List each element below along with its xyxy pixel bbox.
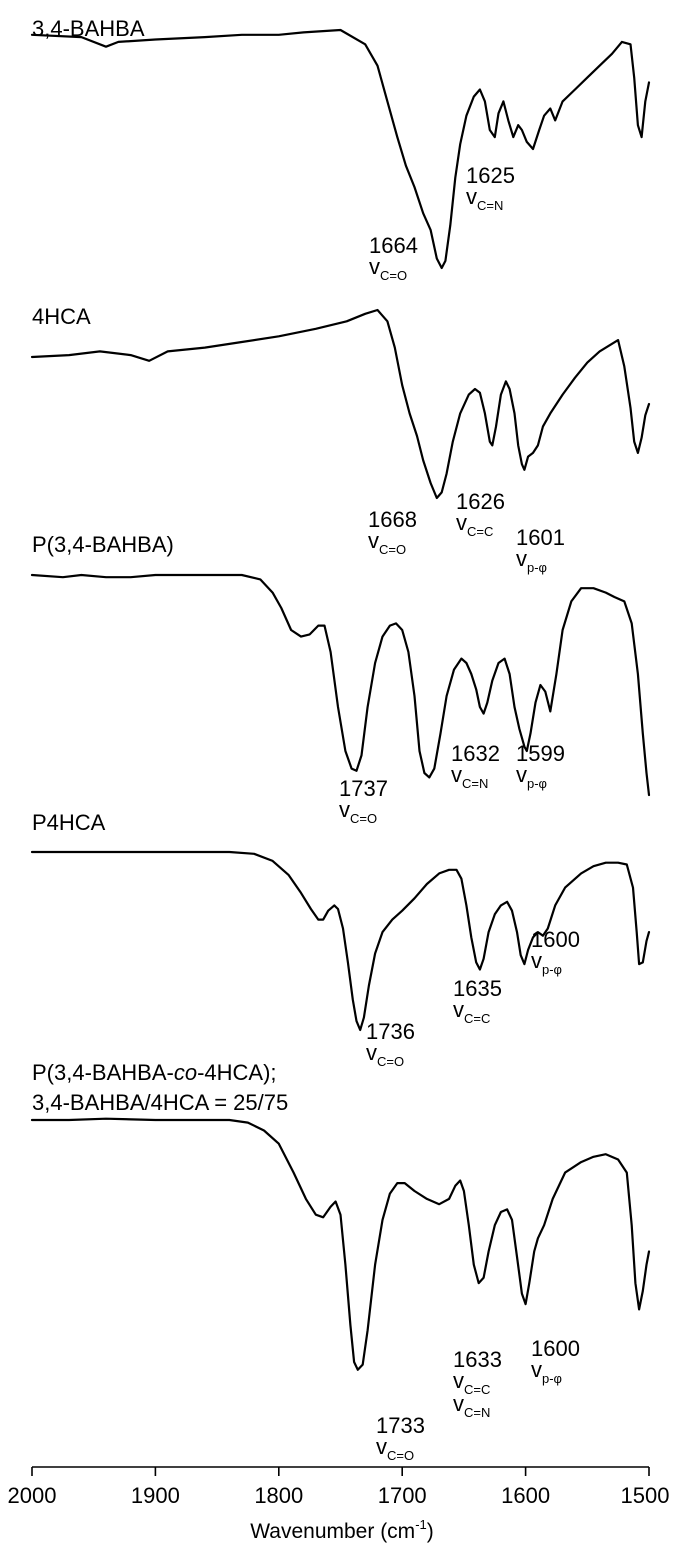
peak-mode-label: vC=N bbox=[451, 762, 488, 791]
peak-annotations: 1664 vC=O 1625 vC=N 1668 vC=O 1626 vC=C … bbox=[339, 163, 580, 1463]
spectrum-line-3-4-bahba bbox=[30, 28, 651, 270]
series-label-copolymer: P(3,4-BAHBA-co-4HCA); bbox=[32, 1060, 277, 1085]
series-label-copolymer-ratio: 3,4-BAHBA/4HCA = 25/75 bbox=[32, 1090, 288, 1115]
peak-mode-label: vC=O bbox=[366, 1040, 404, 1069]
peak-mode-label: vp-φ bbox=[531, 1357, 562, 1386]
series-labels: 3,4-BAHBA 4HCA P(3,4-BAHBA) P4HCA P(3,4-… bbox=[32, 16, 288, 1115]
x-tick-label: 1600 bbox=[501, 1483, 550, 1508]
peak-label: 1664 bbox=[369, 233, 418, 258]
peak-label: 1601 bbox=[516, 525, 565, 550]
copolymer-label-prefix: P(3,4-BAHBA- bbox=[32, 1060, 174, 1085]
x-axis-ticks: 2000 1900 1800 1700 1600 1500 bbox=[8, 1467, 670, 1508]
peak-label: 1733 bbox=[376, 1413, 425, 1438]
copolymer-label-co: co bbox=[174, 1060, 197, 1085]
spectrum-line-p-3-4-bahba bbox=[30, 573, 651, 797]
x-tick-label: 1900 bbox=[131, 1483, 180, 1508]
peak-label: 1599 bbox=[516, 741, 565, 766]
peak-label: 1668 bbox=[368, 507, 417, 532]
spectrum-line-copolymer bbox=[30, 1117, 651, 1371]
series-label-p4hca: P4HCA bbox=[32, 810, 106, 835]
series-label-p-3-4-bahba: P(3,4-BAHBA) bbox=[32, 532, 174, 557]
peak-mode-label: vp-φ bbox=[516, 762, 547, 791]
spectrum-line-p4hca bbox=[30, 850, 651, 1032]
series-label-3-4-bahba: 3,4-BAHBA bbox=[32, 16, 145, 41]
peak-mode-label: vC=O bbox=[369, 254, 407, 283]
x-axis: 2000 1900 1800 1700 1600 1500 Wavenumber (cm-… bbox=[8, 1466, 670, 1543]
x-tick-label: 2000 bbox=[8, 1483, 57, 1508]
peak-label: 1600 bbox=[531, 1336, 580, 1361]
peak-mode-label: vp-φ bbox=[531, 948, 562, 977]
peak-mode-label: vC=O bbox=[368, 528, 406, 557]
peak-label: 1737 bbox=[339, 776, 388, 801]
peak-label: 1635 bbox=[453, 976, 502, 1001]
spectra-traces bbox=[30, 28, 651, 1371]
peak-label: 1736 bbox=[366, 1019, 415, 1044]
x-tick-label: 1800 bbox=[254, 1483, 303, 1508]
peak-mode-label: vC=C bbox=[453, 997, 490, 1026]
peak-mode-label: vC=N bbox=[466, 184, 503, 213]
peak-mode-label: vC=O bbox=[339, 797, 377, 826]
peak-label: 1600 bbox=[531, 927, 580, 952]
peak-label: 1626 bbox=[456, 489, 505, 514]
peak-mode-label: vC=C bbox=[456, 510, 493, 539]
x-tick-label: 1500 bbox=[621, 1483, 670, 1508]
x-axis-title: Wavenumber (cm-1) bbox=[250, 1517, 434, 1543]
x-tick-label: 1700 bbox=[378, 1483, 427, 1508]
peak-mode-label: vp-φ bbox=[516, 546, 547, 575]
peak-mode-label: vC=O bbox=[376, 1434, 414, 1463]
copolymer-label-suffix: -4HCA); bbox=[197, 1060, 276, 1085]
peak-label: 1625 bbox=[466, 163, 515, 188]
series-label-4hca: 4HCA bbox=[32, 304, 91, 329]
peak-label: 1633 bbox=[453, 1347, 502, 1372]
peak-label: 1632 bbox=[451, 741, 500, 766]
spectrum-line-4hca bbox=[30, 308, 651, 500]
